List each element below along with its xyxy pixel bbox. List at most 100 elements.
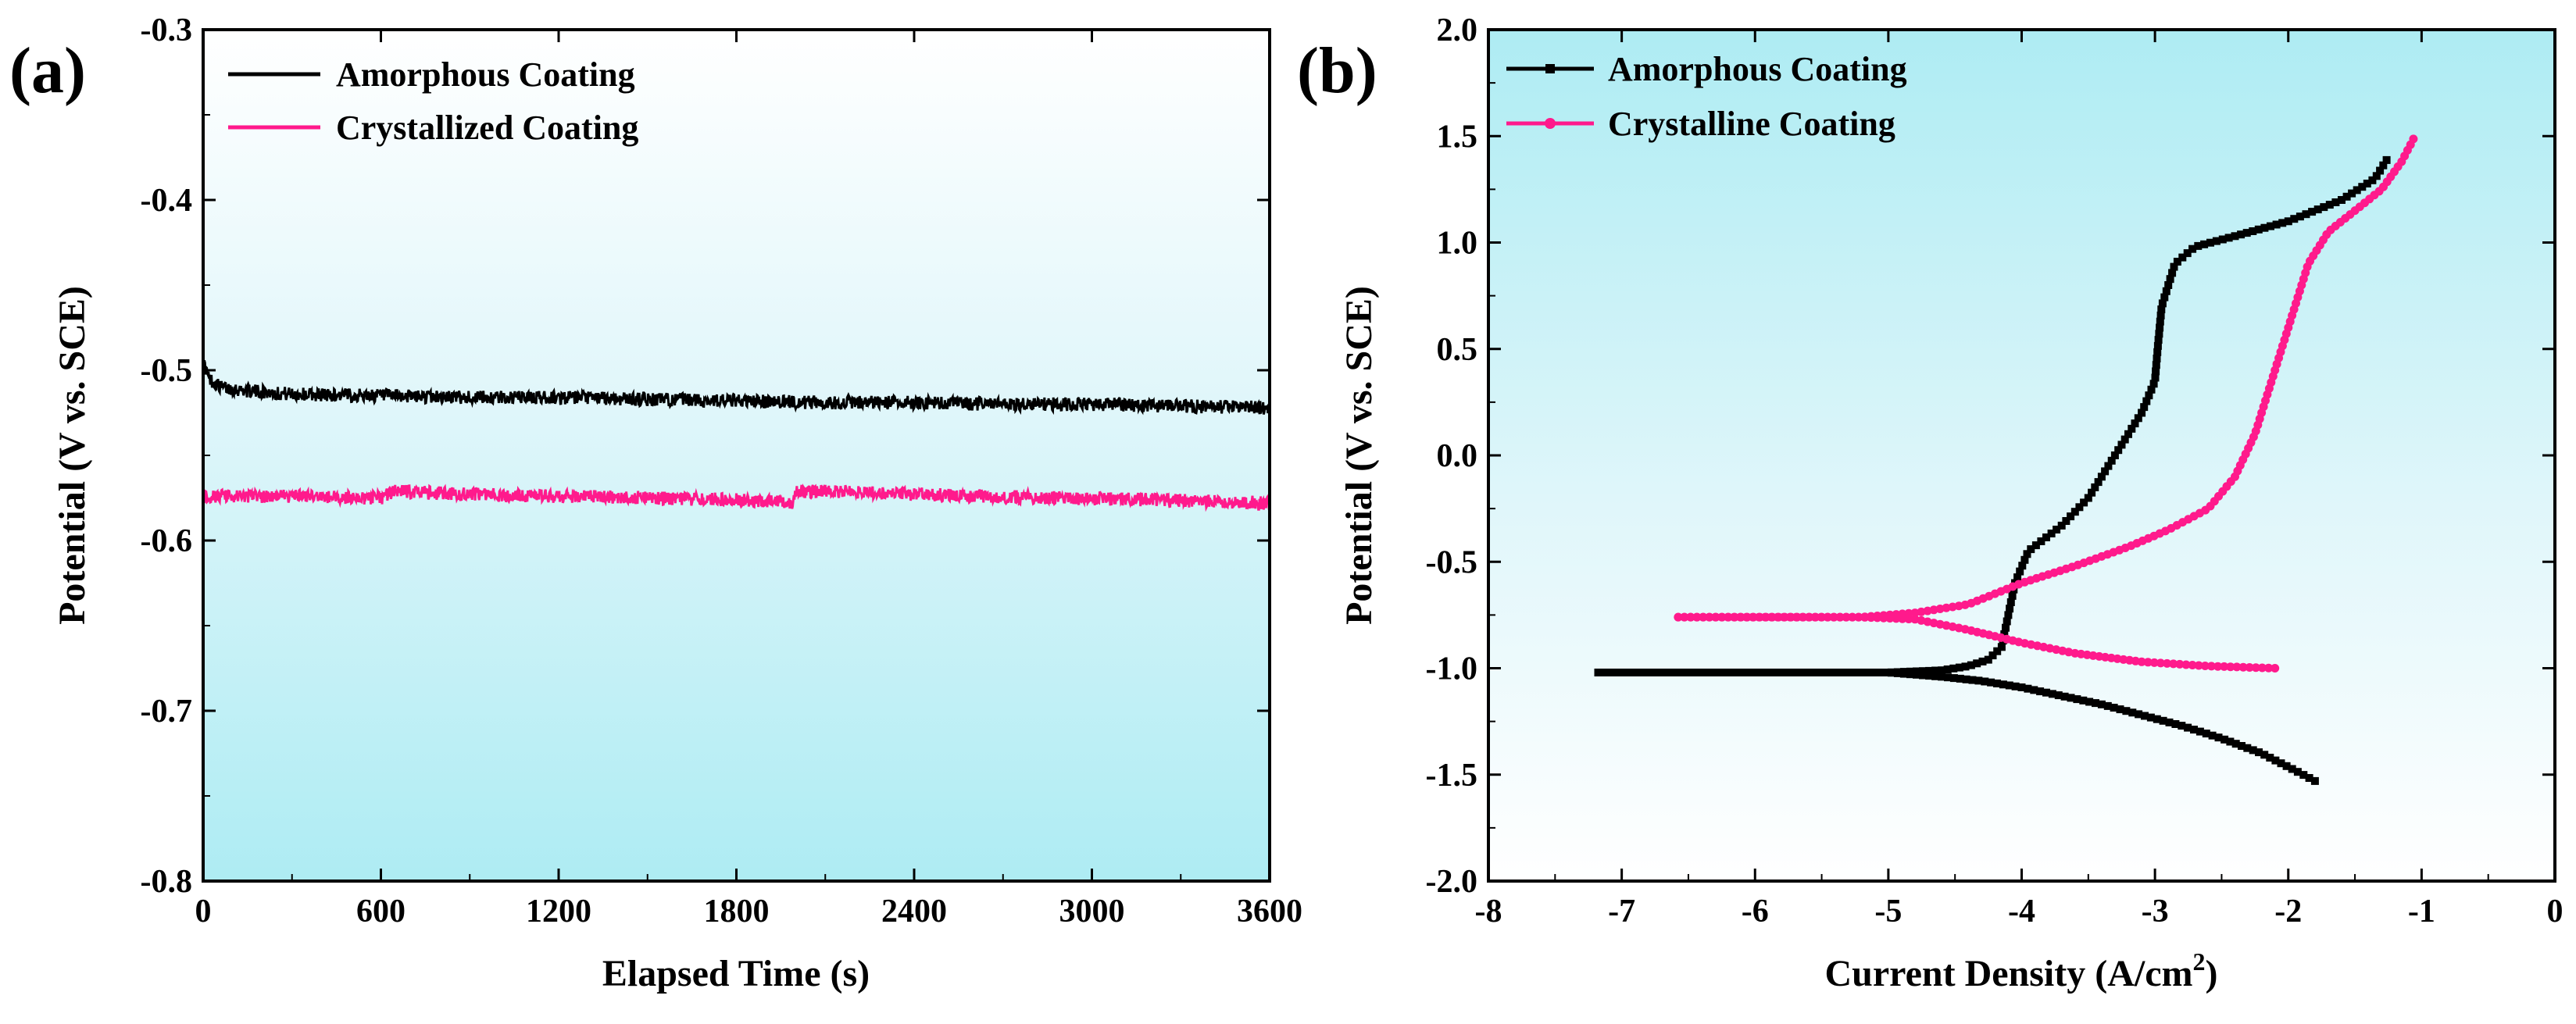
panel-b-marker-amorphous xyxy=(2149,380,2158,388)
panel-b-marker-amorphous xyxy=(2116,705,2124,714)
panel-b-xlabel-main: Current Density (A/cm xyxy=(1824,953,2192,994)
panel-b-marker-amorphous xyxy=(2145,391,2153,400)
panel-b-marker-amorphous xyxy=(1967,661,1975,669)
panel-b-marker-amorphous xyxy=(1925,672,1934,680)
panel-b-marker-amorphous xyxy=(1893,668,1902,676)
panel-b-marker-amorphous xyxy=(1681,669,1690,676)
panel-a-xtick-label: 1200 xyxy=(526,894,591,929)
panel-b-marker-amorphous xyxy=(2142,397,2151,405)
panel-b-marker-amorphous xyxy=(2267,222,2274,230)
panel-b-marker-amorphous xyxy=(1806,669,1814,676)
panel-b-marker-amorphous xyxy=(2293,768,2302,776)
panel-b-marker-amorphous xyxy=(2299,771,2308,780)
panel-b-marker-amorphous xyxy=(1961,662,1970,671)
panel-b-marker-amorphous xyxy=(2224,234,2233,242)
panel-b-marker-amorphous xyxy=(2272,220,2281,229)
panel-b-marker-amorphous xyxy=(2154,336,2163,344)
panel-b-xtick-label: -5 xyxy=(1874,894,1902,929)
panel-b-marker-amorphous xyxy=(2008,591,2017,600)
panel-b-marker-amorphous xyxy=(2238,742,2246,750)
panel-b-legend-label-crystalline: Crystalline Coating xyxy=(1608,105,1895,143)
panel-b-marker-amorphous xyxy=(1949,674,1958,683)
panel-b-marker-amorphous xyxy=(2202,730,2210,738)
panel-b-marker-amorphous xyxy=(1881,669,1889,676)
panel-b-marker-crystalline xyxy=(1779,612,1788,622)
panel-b-ylabel: Potential (V vs. SCE) xyxy=(1338,286,1380,625)
panel-b-marker-amorphous xyxy=(1899,668,1908,676)
panel-b-marker-amorphous xyxy=(2042,688,2050,697)
panel-b-marker-amorphous xyxy=(2005,681,2013,690)
panel-b-marker-crystalline xyxy=(1860,612,1870,622)
panel-b-marker-crystalline xyxy=(2143,658,2153,667)
panel-b-marker-amorphous xyxy=(2166,275,2174,284)
panel-b-legend-marker-crystalline xyxy=(1545,118,1556,129)
panel-b-background xyxy=(1488,30,2555,881)
panel-b-xlabel: Current Density (A/cm2) xyxy=(1824,947,2217,994)
panel-b-marker-amorphous xyxy=(2372,172,2381,180)
panel-b-marker-amorphous xyxy=(2023,550,2031,558)
panel-b-marker-crystalline xyxy=(2220,662,2229,671)
panel-b-marker-amorphous xyxy=(1763,669,1771,676)
panel-b-marker-amorphous xyxy=(2094,478,2103,487)
panel-b-marker-amorphous xyxy=(2128,708,2137,717)
panel-b-marker-amorphous xyxy=(1974,676,1983,685)
panel-b-marker-amorphous xyxy=(1844,669,1852,676)
panel-b-marker-amorphous xyxy=(2194,241,2203,250)
panel-b-marker-amorphous xyxy=(1656,669,1665,676)
panel-b-ytick-label: 0.5 xyxy=(1437,332,1478,368)
panel-b-marker-amorphous xyxy=(1713,669,1721,676)
panel-b-marker-amorphous xyxy=(2249,746,2257,755)
panel-b-marker-amorphous xyxy=(1973,659,1981,668)
panel-b-marker-amorphous xyxy=(2376,166,2385,175)
panel-b-marker-amorphous xyxy=(2036,687,2045,696)
panel-b-marker-amorphous xyxy=(2097,473,2106,481)
panel-b-marker-amorphous xyxy=(1887,668,1895,676)
panel-b-marker-amorphous xyxy=(2110,704,2118,712)
panel-b-marker-crystalline xyxy=(1748,612,1757,622)
panel-b-markers-crystalline xyxy=(1674,134,2418,673)
panel-b-marker-amorphous xyxy=(2048,690,2056,698)
panel-b-marker-amorphous xyxy=(2027,545,2035,554)
panel-b-ytick-label: 0.0 xyxy=(1437,438,1478,474)
panel-b-marker-crystalline xyxy=(1835,612,1845,622)
panel-b-marker-amorphous xyxy=(2054,691,2063,700)
panel-a-xtick-label: 3000 xyxy=(1059,894,1125,929)
panel-b-marker-amorphous xyxy=(2218,235,2227,244)
panel-b-marker-amorphous xyxy=(2237,230,2246,239)
panel-b-marker-crystalline xyxy=(1917,607,1926,616)
panel-b-legend: Amorphous Coating Crystalline Coating xyxy=(1506,50,1907,143)
panel-b-marker-amorphous xyxy=(2152,367,2160,376)
panel-b-xtick-label: -1 xyxy=(2408,894,2435,929)
panel-b-marker-amorphous xyxy=(2042,533,2050,541)
panel-b-marker-crystalline xyxy=(2200,662,2210,670)
panel-b-marker-crystalline xyxy=(2238,662,2248,672)
panel-b-marker-amorphous xyxy=(1831,669,1839,676)
panel-b-marker-amorphous xyxy=(2138,409,2146,417)
panel-b-marker-amorphous xyxy=(1800,669,1809,676)
panel-b-marker-amorphous xyxy=(2313,205,2322,214)
panel-b-marker-amorphous xyxy=(2091,483,2099,491)
panel-b-marker-amorphous xyxy=(2200,240,2209,248)
panel-b-marker-amorphous xyxy=(2024,684,2032,693)
panel-b-marker-amorphous xyxy=(1984,655,1992,664)
panel-a-ytick-label: -0.3 xyxy=(141,12,193,48)
panel-b-xtick-label: -4 xyxy=(2008,894,2035,929)
panel-b-marker-amorphous xyxy=(1663,669,1671,676)
panel-b-marker-amorphous xyxy=(1868,669,1877,676)
panel-b-marker-amorphous xyxy=(1619,669,1627,676)
panel-b-ytick-label: -1.5 xyxy=(1426,758,1478,794)
panel-b-marker-amorphous xyxy=(2296,212,2304,221)
panel-b-marker-crystalline xyxy=(1823,612,1832,622)
panel-b-marker-crystalline xyxy=(2156,658,2165,668)
panel-b-ticks: -8 -7 -6 -5 -4 -3 -2 -1 0 -2.0 -1.5 -1.0 -0.5 0.0 0.5 1… xyxy=(1426,12,2563,929)
panel-b-marker-amorphous xyxy=(2153,348,2162,356)
panel-b-marker-crystalline xyxy=(1854,612,1863,622)
panel-b-marker-crystalline xyxy=(1680,612,1689,622)
panel-b-marker-amorphous xyxy=(2255,748,2263,757)
panel-b-marker-amorphous xyxy=(2140,403,2149,412)
panel-a-ylabel: Potential (V vs. SCE) xyxy=(52,286,93,625)
panel-b-marker-amorphous xyxy=(2151,373,2160,382)
panel-b-marker-amorphous xyxy=(2101,467,2110,476)
panel-b-marker-amorphous xyxy=(1625,669,1634,676)
panel-b-marker-amorphous xyxy=(2212,237,2221,245)
